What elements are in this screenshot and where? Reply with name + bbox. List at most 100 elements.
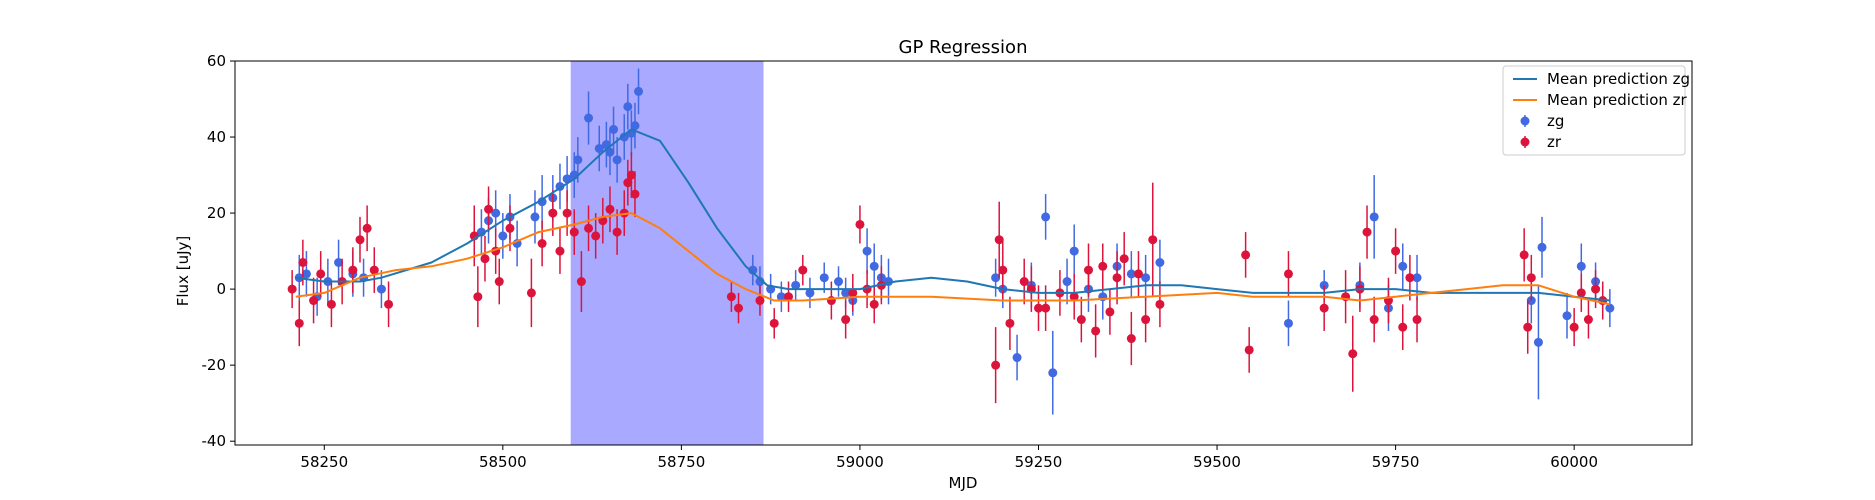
point-zr <box>1369 315 1379 325</box>
point-zg <box>476 227 486 237</box>
point-zr <box>1005 318 1015 328</box>
point-zg <box>1041 212 1051 222</box>
point-zg <box>1048 368 1058 378</box>
point-zr <box>505 223 515 233</box>
y-tick-label: 0 <box>216 280 226 298</box>
point-zr <box>1105 307 1115 317</box>
point-zr <box>384 299 394 309</box>
x-tick-label: 60000 <box>1550 453 1598 471</box>
data-layer <box>287 68 1615 415</box>
point-zg <box>573 155 583 165</box>
point-zr <box>1148 235 1158 245</box>
highlight-region <box>570 61 764 445</box>
point-zr <box>309 296 319 306</box>
point-zg <box>1126 269 1136 279</box>
point-zr <box>1244 345 1254 355</box>
legend-swatch-marker <box>1520 137 1530 147</box>
point-zg <box>491 208 501 218</box>
point-zr <box>562 208 572 218</box>
point-zg <box>1062 277 1072 287</box>
point-zg <box>834 277 844 287</box>
point-zg <box>623 102 633 112</box>
point-zr <box>326 299 336 309</box>
point-zr <box>537 238 547 248</box>
legend-label: Mean prediction zg <box>1547 70 1690 88</box>
point-zr <box>1069 292 1079 302</box>
point-zg <box>755 277 765 287</box>
point-zr <box>841 315 851 325</box>
point-zr <box>1091 326 1101 336</box>
point-zr <box>1033 303 1043 313</box>
point-zr <box>1098 261 1108 271</box>
point-zg <box>594 143 604 153</box>
point-zr <box>480 254 490 264</box>
y-tick-label: 20 <box>207 204 226 222</box>
point-zg <box>530 212 540 222</box>
point-zg <box>1069 246 1079 256</box>
point-zg <box>1155 258 1165 268</box>
point-zr <box>1569 322 1579 332</box>
point-zg <box>605 147 615 157</box>
point-zg <box>634 86 644 96</box>
y-tick-label: -40 <box>202 432 227 450</box>
y-tick-label: -20 <box>202 356 227 374</box>
point-zr <box>855 219 865 229</box>
x-tick-label: 58500 <box>479 453 527 471</box>
point-zr <box>294 318 304 328</box>
point-zr <box>1523 322 1533 332</box>
point-zg <box>1398 261 1408 271</box>
point-zg <box>748 265 758 275</box>
point-zg <box>1605 303 1615 313</box>
point-zg <box>1562 311 1572 321</box>
legend-label: zr <box>1547 133 1562 151</box>
legend: Mean prediction zg Mean prediction zr zg zr <box>1502 65 1690 156</box>
y-axis-label: Flux [uJy] <box>174 236 192 306</box>
x-tick-label: 59500 <box>1193 453 1241 471</box>
point-zr <box>1398 322 1408 332</box>
point-zr <box>1576 288 1586 298</box>
point-zr <box>784 292 794 302</box>
point-zr <box>1348 349 1358 359</box>
point-zr <box>734 303 744 313</box>
point-zr <box>1076 315 1086 325</box>
line-Mean prediction zg <box>295 128 1611 302</box>
line-Mean prediction zr <box>295 212 1611 306</box>
point-zr <box>769 318 779 328</box>
point-zg <box>584 113 594 123</box>
point-zr <box>1041 303 1051 313</box>
point-zr <box>1133 269 1143 279</box>
point-zr <box>473 292 483 302</box>
point-zg <box>376 284 386 294</box>
point-zr <box>1141 315 1151 325</box>
point-zr <box>605 204 615 214</box>
point-zr <box>362 223 372 233</box>
point-zr <box>584 223 594 233</box>
chart-title: GP Regression <box>899 37 1028 58</box>
point-zg <box>619 132 629 142</box>
point-zr <box>998 265 1008 275</box>
legend-box <box>1502 65 1686 156</box>
x-tick-label: 59000 <box>836 453 884 471</box>
point-zr <box>576 277 586 287</box>
point-zg <box>862 246 872 256</box>
point-zr <box>1583 315 1593 325</box>
point-zr <box>569 227 579 237</box>
point-zr <box>1362 227 1372 237</box>
point-zr <box>991 360 1001 370</box>
point-zg <box>1141 273 1151 283</box>
point-zr <box>484 204 494 214</box>
point-zr <box>1591 284 1601 294</box>
axes-layer: 58250 58500 58750 59000 59250 59500 59750 60000… <box>202 52 1693 471</box>
point-zr <box>287 284 297 294</box>
point-zg <box>630 121 640 131</box>
point-zg <box>1412 273 1422 283</box>
point-zr <box>626 170 636 180</box>
point-zr <box>1283 269 1293 279</box>
point-zg <box>301 269 311 279</box>
point-zr <box>612 227 622 237</box>
point-zg <box>1283 318 1293 328</box>
point-zg <box>776 292 786 302</box>
point-zr <box>755 296 765 306</box>
